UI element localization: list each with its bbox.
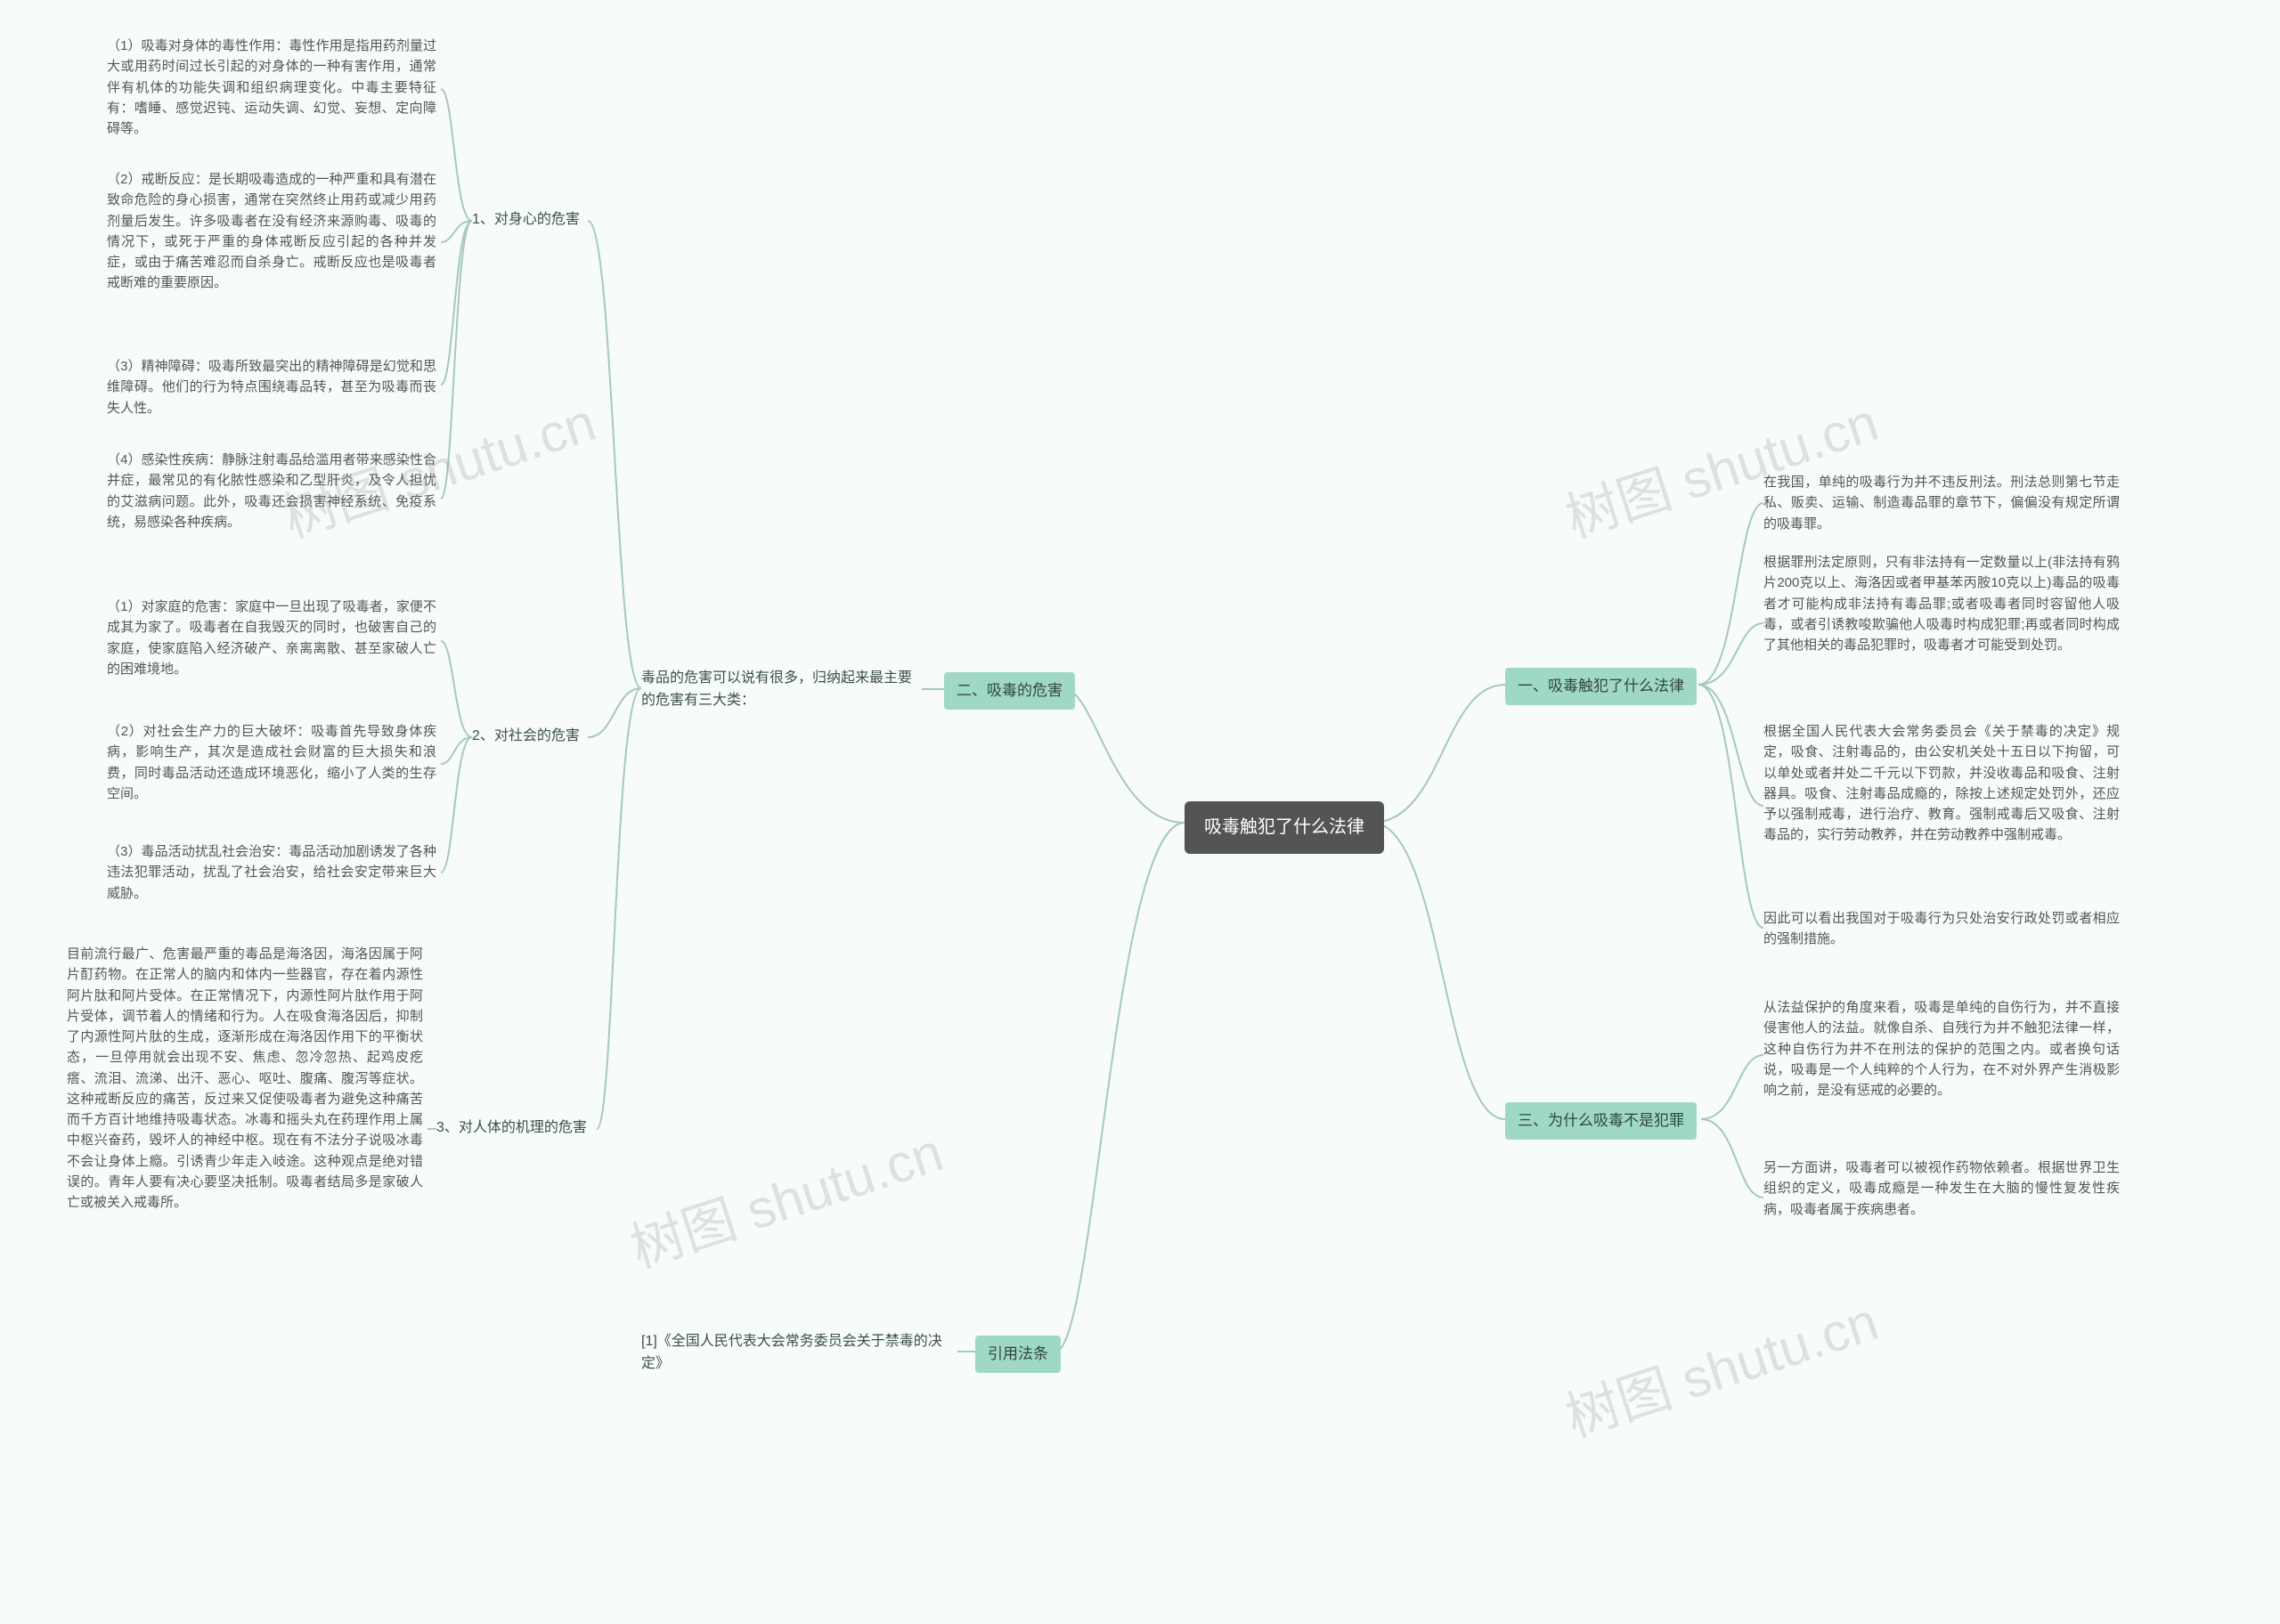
leaf-left-0-0-1: （2）戒断反应：是长期吸毒造成的一种严重和具有潜在致命危险的身心损害，通常在突然… bbox=[107, 169, 436, 294]
leaf-right-0-2: 根据全国人民代表大会常务委员会《关于禁毒的决定》规定，吸食、注射毒品的，由公安机… bbox=[1763, 721, 2120, 846]
leaf-left-0-1-2: （3）毒品活动扰乱社会治安：毒品活动加剧诱发了各种违法犯罪活动，扰乱了社会治安，… bbox=[107, 841, 436, 904]
branch-left-0[interactable]: 二、吸毒的危害 bbox=[944, 672, 1075, 710]
sub-left-1: [1]《全国人民代表大会常务委员会关于禁毒的决定》 bbox=[641, 1331, 953, 1376]
leaf-left-0-0-2: （3）精神障碍：吸毒所致最突出的精神障碍是幻觉和思维障碍。他们的行为特点围绕毒品… bbox=[107, 356, 436, 418]
leaf-left-0-1-1: （2）对社会生产力的巨大破坏：吸毒首先导致身体疾病，影响生产，其次是造成社会财富… bbox=[107, 721, 436, 804]
leaf-right-0-0: 在我国，单纯的吸毒行为并不违反刑法。刑法总则第七节走私、贩卖、运输、制造毒品罪的… bbox=[1763, 472, 2120, 534]
watermark-3: 树图 shutu.cn bbox=[1554, 1279, 1886, 1452]
branch-left-1[interactable]: 引用法条 bbox=[975, 1336, 1061, 1373]
sub-left-0-2[interactable]: 3、对人体的机理的危害 bbox=[436, 1117, 587, 1140]
leaf-right-1-1: 另一方面讲，吸毒者可以被视作药物依赖者。根据世界卫生组织的定义，吸毒成瘾是一种发… bbox=[1763, 1157, 2120, 1220]
watermark-2: 树图 shutu.cn bbox=[619, 1109, 951, 1283]
sub-left-0: 毒品的危害可以说有很多，归纳起来最主要的危害有三大类： bbox=[641, 668, 917, 712]
leaf-right-1-0: 从法益保护的角度来看，吸毒是单纯的自伤行为，并不直接侵害他人的法益。就像自杀、自… bbox=[1763, 997, 2120, 1100]
leaf-left-0-0-0: （1）吸毒对身体的毒性作用：毒性作用是指用药剂量过大或用药时间过长引起的对身体的… bbox=[107, 36, 436, 139]
root-node[interactable]: 吸毒触犯了什么法律 bbox=[1185, 801, 1384, 854]
branch-right-1[interactable]: 三、为什么吸毒不是犯罪 bbox=[1505, 1102, 1697, 1140]
leaf-left-0-0-3: （4）感染性疾病：静脉注射毒品给滥用者带来感染性合并症，最常见的有化脓性感染和乙… bbox=[107, 450, 436, 532]
leaf-right-0-3: 因此可以看出我国对于吸毒行为只处治安行政处罚或者相应的强制措施。 bbox=[1763, 908, 2120, 950]
leaf-left-0-2-0: 目前流行最广、危害最严重的毒品是海洛因，海洛因属于阿片酊药物。在正常人的脑内和体… bbox=[67, 944, 423, 1213]
branch-right-0[interactable]: 一、吸毒触犯了什么法律 bbox=[1505, 668, 1697, 705]
sub-left-0-1[interactable]: 2、对社会的危害 bbox=[472, 726, 580, 748]
leaf-right-0-1: 根据罪刑法定原则，只有非法持有一定数量以上(非法持有鸦片200克以上、海洛因或者… bbox=[1763, 552, 2120, 655]
sub-left-0-0[interactable]: 1、对身心的危害 bbox=[472, 209, 580, 231]
leaf-left-0-1-0: （1）对家庭的危害：家庭中一旦出现了吸毒者，家便不成其为家了。吸毒者在自我毁灭的… bbox=[107, 597, 436, 679]
